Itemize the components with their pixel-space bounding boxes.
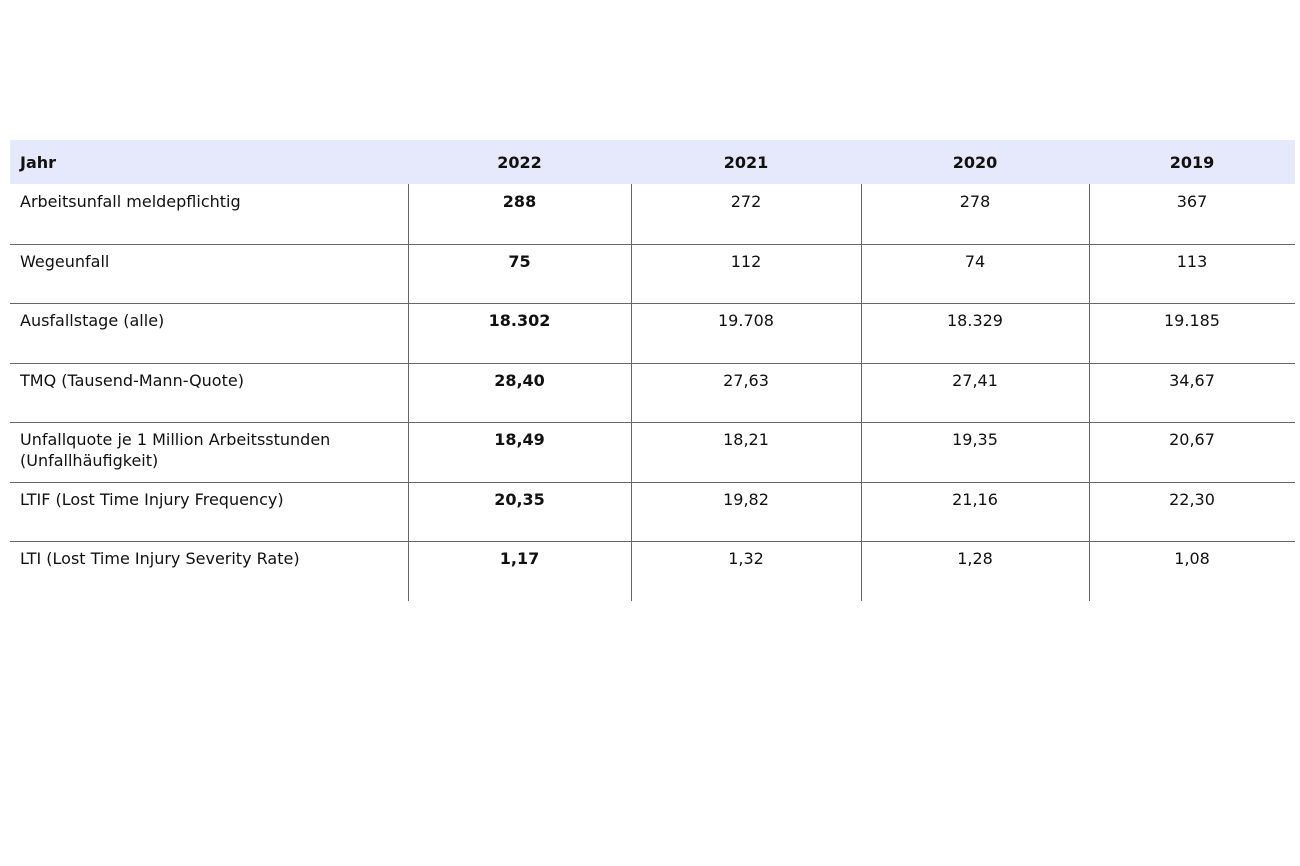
row-divider [10, 422, 1295, 423]
value-cell: 272 [730, 192, 762, 211]
value-cell: 34,67 [1169, 370, 1215, 390]
column-divider [1089, 184, 1090, 601]
value-cell: 1,17 [499, 549, 540, 568]
row-label: TMQ (Tausend-Mann-Quote) [20, 370, 244, 390]
value-cell: 112 [730, 251, 762, 271]
value-cell: 21,16 [952, 489, 998, 509]
value-cell: 27,63 [723, 370, 769, 390]
row-divider [10, 303, 1295, 304]
value-cell: 18.329 [947, 311, 1003, 330]
value-cell: 18,21 [723, 430, 769, 449]
value-cell: 1,32 [728, 549, 764, 568]
value-cell: 278 [959, 192, 991, 211]
value-cell: 74 [964, 251, 986, 271]
row-divider [10, 481, 1295, 483]
value-cell: 22,30 [1169, 489, 1215, 509]
value-cell: 20,67 [1169, 430, 1215, 449]
row-divider [10, 243, 1295, 245]
value-cell: 1,08 [1174, 549, 1210, 568]
value-cell: 19,35 [952, 430, 998, 449]
value-cell: 367 [1176, 192, 1208, 211]
row-label: Wegeunfall [20, 251, 110, 271]
row-divider [10, 541, 1295, 542]
header-cell: 2020 [861, 140, 1089, 184]
value-cell: 19.708 [718, 311, 774, 330]
header-cell: Jahr [10, 140, 408, 184]
column-divider [408, 184, 409, 601]
value-cell: 19,82 [723, 489, 769, 509]
column-divider [861, 184, 862, 601]
value-cell: 27,41 [952, 370, 998, 390]
value-cell: 75 [508, 251, 531, 271]
header-cell: 2019 [1089, 140, 1295, 184]
value-cell: 19.185 [1164, 311, 1220, 330]
value-cell: 20,35 [494, 489, 545, 509]
header-cell: 2021 [631, 140, 861, 184]
row-label: Arbeitsunfall meldepflichtig [20, 192, 241, 211]
row-label: Ausfallstage (alle) [20, 311, 165, 330]
value-cell: 28,40 [494, 370, 545, 390]
row-label: Unfallquote je 1 Million Arbeitsstunden … [20, 430, 331, 470]
value-cell: 18.302 [488, 311, 551, 330]
row-label: LTIF (Lost Time Injury Frequency) [20, 489, 284, 509]
value-cell: 113 [1176, 251, 1208, 271]
value-cell: 1,28 [957, 549, 993, 568]
row-divider [10, 362, 1295, 364]
header-cell: 2022 [408, 140, 631, 184]
value-cell: 18,49 [494, 430, 545, 449]
column-divider [631, 184, 632, 601]
value-cell: 288 [502, 192, 537, 211]
row-label: LTI (Lost Time Injury Severity Rate) [20, 549, 300, 568]
